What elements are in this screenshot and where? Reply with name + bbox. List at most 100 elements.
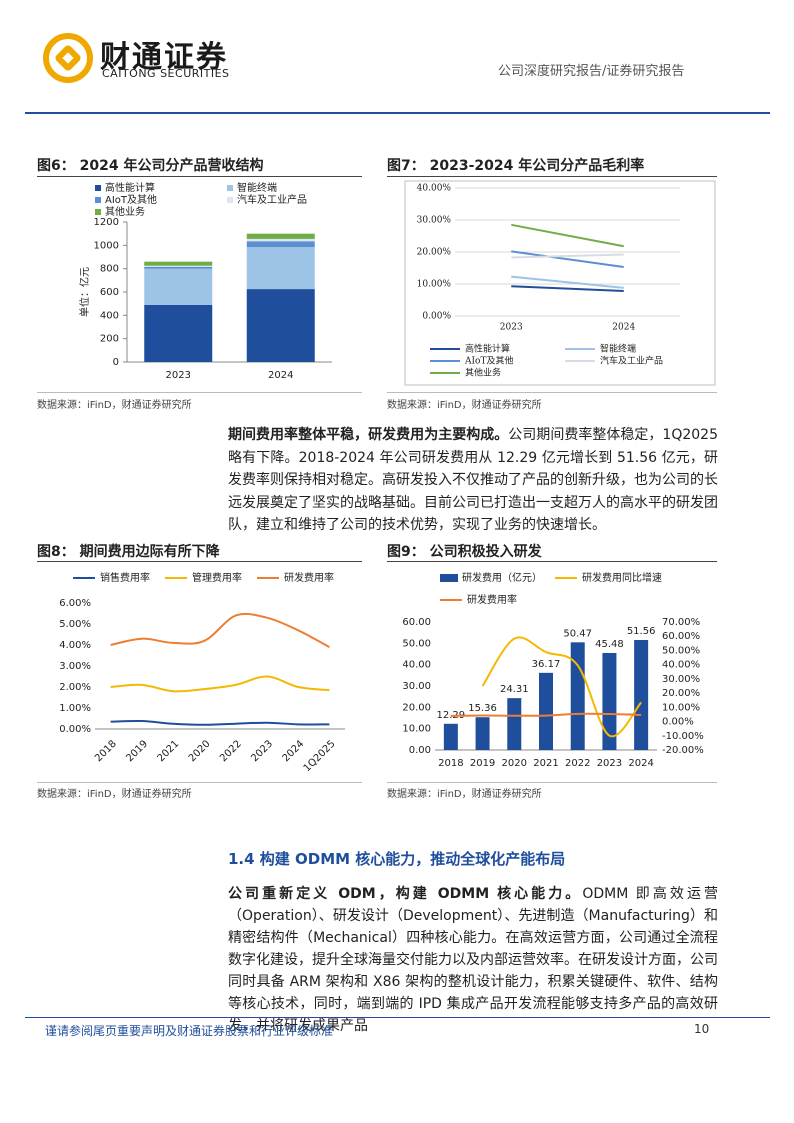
legend-label: 研发费用（亿元） — [462, 571, 542, 584]
bar — [570, 642, 585, 750]
x-tick-label: 2019 — [124, 738, 150, 764]
y-tick-label: 20.00% — [417, 248, 452, 258]
y2-tick-label: 70.00% — [662, 617, 700, 628]
y-tick-label: 5.00% — [59, 619, 91, 630]
y-tick-label: 800 — [100, 264, 119, 275]
bar — [443, 723, 458, 750]
line-series — [450, 712, 642, 717]
x-tick-label: 2023 — [249, 738, 275, 764]
title-rule — [37, 561, 362, 562]
y-tick-label: 0.00% — [59, 724, 91, 735]
logo-icon — [43, 33, 93, 83]
data-label: 45.48 — [595, 639, 624, 650]
bar — [539, 672, 553, 750]
chart: 0.00%1.00%2.00%3.00%4.00%5.00%6.00%2018 2… — [59, 571, 345, 774]
y-tick-label: 0.00% — [422, 312, 451, 322]
line-series — [110, 612, 330, 648]
data-label: 51.56 — [627, 626, 656, 637]
legend-label: 智能终端 — [600, 343, 636, 355]
x-tick-label: 2018 — [438, 758, 463, 769]
header-rule — [25, 112, 770, 114]
bar — [602, 652, 617, 750]
x-tick-label: 2020 — [187, 738, 213, 764]
source: 数据来源：iFinD，财通证券研究所 — [387, 789, 542, 800]
y-tick-label: 4.00% — [59, 640, 91, 651]
y2-tick-label: 0.00% — [662, 717, 694, 728]
x-tick-label: 2023 — [500, 323, 523, 333]
paragraph-body: 公司期间费率整体稳定，1Q2025 略有下降。2018-2024 年公司研发费用… — [228, 427, 718, 533]
bar — [246, 238, 315, 242]
paragraph: 期间费用率整体平稳，研发费用为主要构成。公司期间费率整体稳定，1Q2025 略有… — [228, 424, 718, 537]
legend-label: 智能终端 — [237, 181, 277, 194]
y2-tick-label: 50.00% — [662, 645, 700, 656]
x-tick-label: 2024 — [281, 738, 307, 764]
bar — [634, 640, 649, 750]
chart: 0 200 400 600 800 1000 1200 单位：亿元 2023 2024 高性能计算 智… — [78, 181, 332, 381]
legend-label: 研发费用率 — [284, 571, 334, 584]
x-tick-label: 2021 — [533, 758, 558, 769]
line-series — [110, 719, 330, 726]
x-tick-label: 2024 — [268, 370, 293, 381]
title-rule — [387, 561, 717, 562]
y-tick-label: 30.00% — [417, 216, 452, 226]
paragraph-lead: 公司重新定义 ODM，构建 ODMM 核心能力。 — [228, 886, 583, 902]
footer-disclaimer: 谨请参阅尾页重要声明及财通证券股票和行业评级标准 — [45, 1024, 334, 1038]
y-tick-label: 2.00% — [59, 682, 91, 693]
source-rule — [37, 392, 362, 393]
logo-ring — [43, 33, 93, 83]
chart: 0.00 10.00 20.00 30.00 40.00 50.00 60.00 -20.00… — [402, 571, 704, 769]
legend-label: 其他业务 — [105, 205, 145, 218]
legend-label: 汽车及工业产品 — [237, 193, 307, 206]
line-series — [511, 275, 624, 289]
legend-label: 高性能计算 — [465, 343, 510, 355]
source: 数据来源：iFinD，财通证券研究所 — [37, 789, 192, 800]
source: 数据来源：iFinD，财通证券研究所 — [37, 400, 192, 411]
legend-swatch — [95, 209, 101, 215]
y-tick-label: 10.00% — [417, 280, 452, 290]
line-series — [511, 253, 624, 259]
legend-label: 销售费用率 — [100, 571, 150, 584]
data-label: 36.17 — [532, 659, 561, 670]
line-series — [481, 636, 642, 738]
section-heading: 1.4 构建 ODMM 核心能力，推动全球化产能布局 — [228, 850, 566, 868]
figure-title: 图7： 2023-2024 年公司分产品毛利率 — [387, 158, 645, 174]
chart: 0.00% 10.00% 20.00% 30.00% 40.00% 2023 2024 高性能… — [404, 180, 716, 386]
legend-label: 管理费用率 — [192, 571, 242, 584]
y2-tick-label: -20.00% — [662, 745, 704, 756]
x-tick-label: 2020 — [502, 758, 527, 769]
bar — [144, 261, 213, 266]
y-tick-label: 1000 — [94, 240, 119, 251]
bar — [475, 717, 490, 750]
source-rule — [387, 782, 717, 783]
y-tick-label: 200 — [100, 334, 119, 345]
page-number: 10 — [694, 1022, 710, 1036]
legend-label: 其他业务 — [465, 367, 501, 379]
bar — [144, 266, 213, 269]
legend-label: 研发费用同比增速 — [582, 571, 662, 584]
bar — [144, 304, 213, 362]
y2-tick-label: 60.00% — [662, 631, 700, 642]
bar — [144, 265, 213, 267]
figure-title: 图8： 期间费用边际有所下降 — [37, 544, 220, 560]
chart-frame — [404, 180, 716, 386]
x-tick-label: 2018 — [93, 738, 119, 764]
bar — [507, 698, 522, 750]
y-tick-label: 1.00% — [59, 703, 91, 714]
y-tick-label: 0 — [113, 357, 119, 368]
y-tick-label: 40.00% — [417, 184, 452, 194]
x-tick-label: 2022 — [218, 738, 244, 764]
bar — [246, 233, 315, 239]
legend-swatch — [227, 185, 233, 191]
paragraph: 公司重新定义 ODM，构建 ODMM 核心能力。ODMM 即高效运营（Opera… — [228, 883, 718, 1037]
source: 数据来源：iFinD，财通证券研究所 — [387, 400, 542, 411]
y2-tick-label: 10.00% — [662, 702, 700, 713]
logo-en: CAITONG SECURITIES — [102, 67, 230, 80]
y2-tick-label: 40.00% — [662, 660, 700, 671]
y-tick-label: 50.00 — [402, 638, 431, 649]
legend-label: 汽车及工业产品 — [600, 355, 663, 367]
bar — [246, 241, 315, 248]
y-tick-label: 0.00 — [409, 745, 431, 756]
line-series — [511, 250, 624, 269]
legend-swatch — [227, 197, 233, 203]
